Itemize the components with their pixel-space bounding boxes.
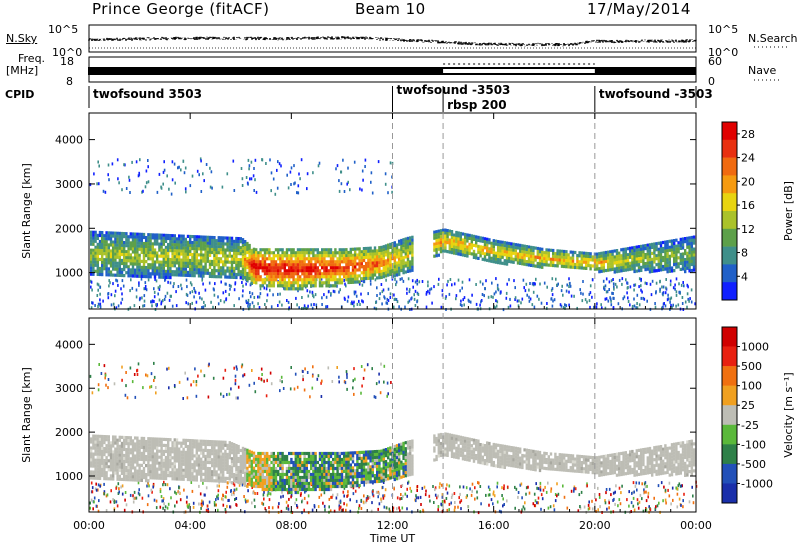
power-colorbar-swatch [722,193,737,212]
x-tick-label: 00:00 [73,519,105,532]
power-colorbar-tick-label: 8 [741,247,748,260]
x-tick-label: 12:00 [377,519,409,532]
velocity-colorbar-swatch [722,483,737,504]
power-colorbar-tick-label: 24 [741,152,755,165]
y-tick-label: 4000 [55,134,83,147]
freq-left-tick-top: 18 [60,55,74,68]
velocity-colorbar-swatch [722,385,737,406]
nave-label: Nave [748,64,777,77]
x-tick-label: 20:00 [579,519,611,532]
y-tick-label: 3000 [55,382,83,395]
power-colorbar-tick-label: 20 [741,175,755,188]
cpid-segment-label: twofsound 3503 [93,87,202,101]
noise-left-tick-bottom: 10^0 [52,46,82,59]
nave-right-tick-top: 60 [708,55,722,68]
cpid-segment-label: twofsound -3503 [397,83,511,97]
velocity-colorbar-tick-label: -500 [741,458,766,471]
y-axis-label: Slant Range [km] [20,163,33,259]
velocity-colorbar-swatch [722,346,737,367]
velocity-colorbar-tick-label: 100 [741,380,762,393]
noise-left-tick-top: 10^5 [48,23,78,36]
freq-block-1 [89,67,444,75]
y-tick-label: 1000 [55,470,83,483]
power-colorbar-swatch [722,175,737,194]
nsearch-label: N.Search [748,32,798,45]
power-scatter [89,157,696,312]
y-tick-label: 2000 [55,222,83,235]
noise-panel-frame [88,24,697,53]
y-axis-label: Slant Range [km] [20,367,33,463]
freq-block-2-gap [443,69,595,73]
velocity-colorbar-swatch [722,424,737,445]
power-colorbar-swatch [722,122,737,141]
power-colorbar-swatch [722,264,737,283]
velocity-colorbar-swatch [722,327,737,347]
power-colorbar-tick-label: 28 [741,128,755,141]
power-band [90,228,696,291]
power-colorbar-label: Power [dB] [782,181,795,241]
cpid-label: CPID [5,88,35,101]
nave-right-tick-bottom: 0 [708,75,715,88]
beam-label: Beam 10 [355,0,426,18]
velocity-colorbar-label: Velocity [m s⁻¹] [782,372,795,457]
velocity-band [90,432,696,495]
y-tick-label: 3000 [55,178,83,191]
cpid-segment-label: rbsp 200 [447,98,506,112]
velocity-colorbar-tick-label: -25 [741,419,759,432]
noise-right-tick-bottom: 10^0 [708,46,738,59]
power-colorbar-tick-label: 4 [741,270,748,283]
x-axis-label: Time UT [369,532,415,545]
x-tick-label: 04:00 [174,519,206,532]
power-colorbar-swatch [722,228,737,247]
velocity-colorbar-tick-label: 25 [741,399,755,412]
freq-unit-label: [MHz] [6,64,39,77]
freq-label: Freq. [18,52,46,65]
velocity-colorbar-swatch [722,405,737,426]
power-colorbar-swatch [722,139,737,158]
velocity-colorbar-tick-label: -1000 [741,477,773,490]
power-colorbar-tick-label: 12 [741,223,755,236]
velocity-scatter [89,361,698,515]
nsky-series [88,36,697,47]
station-title: Prince George (fitACF) [92,0,270,18]
cpid-segment-label: twofsound -3503 [599,87,713,101]
freq-left-tick-bottom: 8 [66,75,73,88]
x-tick-label: 08:00 [275,519,307,532]
velocity-colorbar-swatch [722,366,737,386]
y-tick-label: 4000 [55,338,83,351]
power-colorbar-swatch [722,211,737,230]
y-tick-label: 1000 [55,267,83,280]
velocity-colorbar-frame [721,326,738,504]
velocity-colorbar-tick-label: 1000 [741,341,769,354]
y-tick-label: 2000 [55,426,83,439]
noise-right-tick-top: 10^5 [708,23,738,36]
velocity-colorbar-tick-label: 500 [741,360,762,373]
power-colorbar-swatch [722,246,737,265]
x-tick-label: 00:00 [680,519,712,532]
nsky-label: N.Sky [6,32,38,45]
freq-block-3 [594,67,696,75]
date-label: 17/May/2014 [587,0,691,18]
power-colorbar-swatch [722,282,737,301]
velocity-colorbar-swatch [722,444,737,465]
power-colorbar-tick-label: 16 [741,199,755,212]
power-colorbar-frame [721,121,738,301]
x-tick-label: 16:00 [478,519,510,532]
power-colorbar-swatch [722,157,737,176]
velocity-colorbar-swatch [722,463,737,484]
velocity-colorbar-tick-label: -100 [741,438,766,451]
